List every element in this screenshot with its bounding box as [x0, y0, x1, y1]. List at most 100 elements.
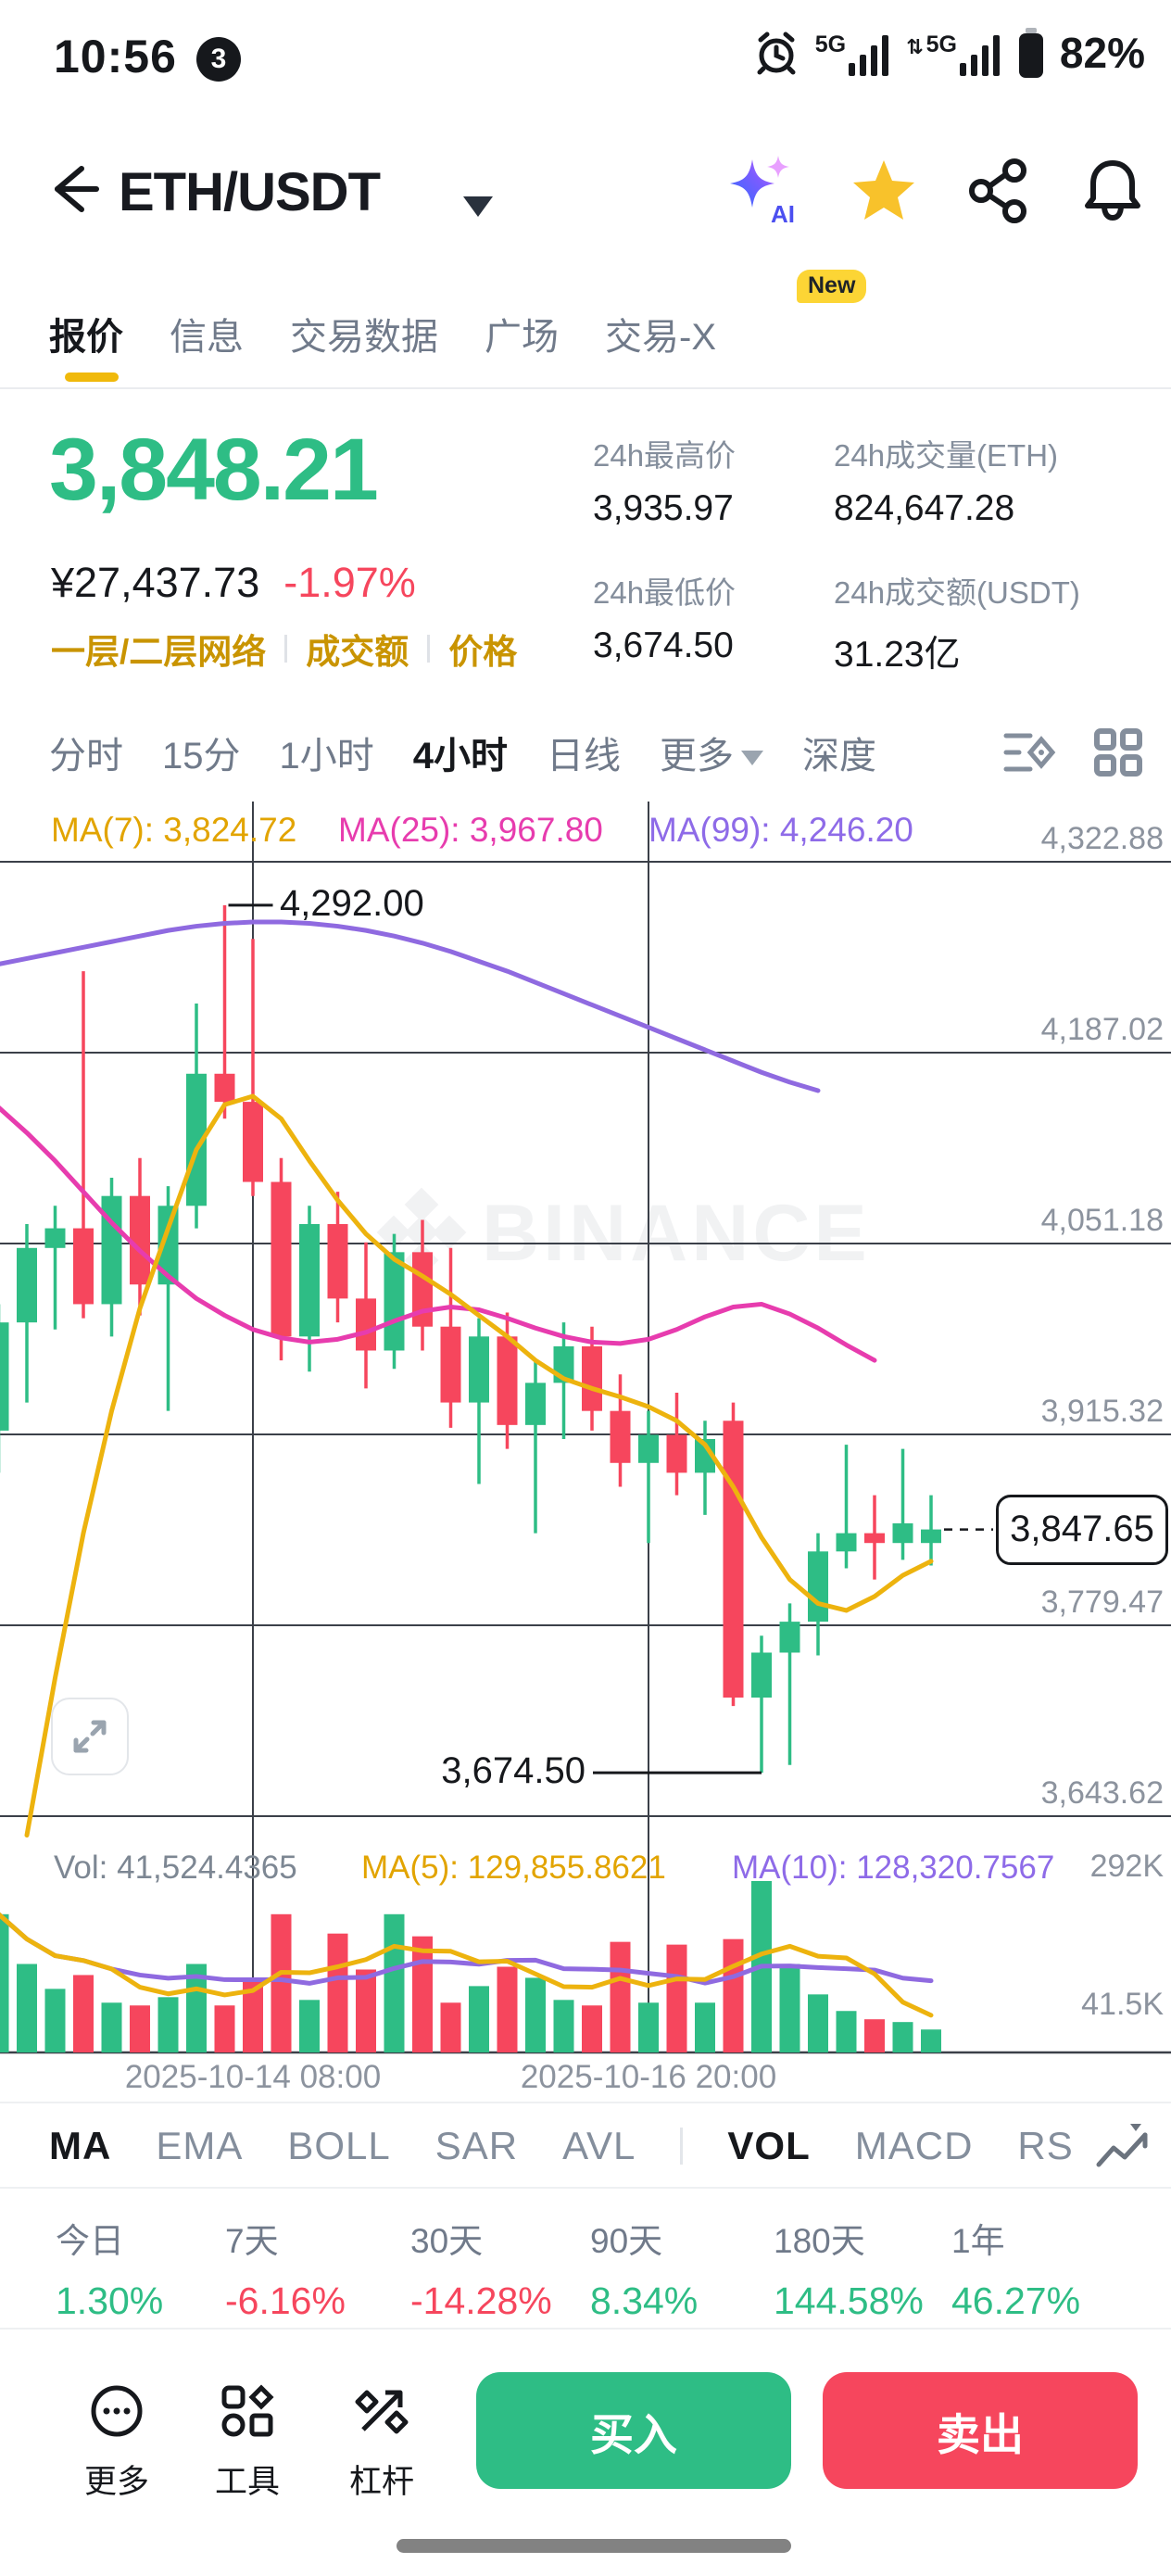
candle-body [214, 1073, 235, 1103]
tag-divider [284, 635, 288, 663]
candle-body [808, 1551, 828, 1623]
alerts-bell-icon[interactable] [1082, 158, 1143, 224]
stat-24h-volume-eth: 24h成交量(ETH) 824,647.28 [834, 438, 1059, 528]
interval-depth[interactable]: 深度 [802, 736, 876, 777]
back-button[interactable] [44, 159, 104, 219]
interval-1d[interactable]: 日线 [547, 736, 621, 777]
tools-button[interactable]: 工具 [192, 2381, 303, 2503]
tools-icon [192, 2381, 303, 2441]
indicator-macd[interactable]: MACD [854, 2124, 974, 2167]
candle-body [440, 1326, 461, 1403]
volume-bar [356, 1969, 376, 2052]
leverage-button[interactable]: 杠杆 [326, 2381, 437, 2503]
volume-bar [469, 1986, 489, 2052]
volume-bar [779, 1964, 800, 2052]
chevron-down-icon [741, 751, 763, 766]
tab-square[interactable]: 广场 [485, 317, 559, 358]
favorite-star-icon[interactable] [850, 158, 917, 223]
perf-7d: 7天 -6.16% [225, 2222, 346, 2322]
more-ellipsis-icon [61, 2381, 172, 2441]
signal-icon-secondary: ⇅ 5G [906, 30, 1002, 76]
candle-body [723, 1421, 744, 1698]
svg-text:BINANCE: BINANCE [482, 1189, 871, 1278]
stat-24h-turnover-usdt: 24h成交额(USDT) 31.23亿 [834, 575, 1080, 675]
new-badge: New [797, 270, 867, 303]
indicator-ma[interactable]: MA [49, 2124, 112, 2167]
perf-today: 今日 1.30% [56, 2222, 164, 2322]
volume-bar [271, 1913, 292, 2052]
fullscreen-expand-button[interactable] [51, 1698, 129, 1775]
buy-button[interactable]: 买入 [476, 2372, 791, 2489]
tab-info[interactable]: 信息 [170, 317, 244, 358]
volume-bar [808, 1994, 828, 2052]
tag-divider [427, 635, 431, 663]
interval-1h[interactable]: 1小时 [279, 736, 374, 777]
tab-trading-data[interactable]: 交易数据 [290, 317, 438, 358]
sell-button[interactable]: 卖出 [823, 2372, 1138, 2489]
tab-quote[interactable]: 报价 [49, 317, 123, 358]
more-button[interactable]: 更多 [61, 2381, 172, 2503]
volume-bar [582, 2005, 602, 2052]
indicator-avl[interactable]: AVL [562, 2124, 636, 2167]
price-axis-label: 4,051.18 [1040, 1202, 1164, 1238]
vol-ma5-line [0, 1912, 934, 2018]
volume-axis-label: 292K [1089, 1848, 1164, 1884]
candle-body [921, 1529, 941, 1544]
volume-bar [440, 2002, 461, 2052]
volume-bar [243, 1980, 263, 2052]
indicator-ema[interactable]: EMA [156, 2124, 244, 2167]
interval-4h[interactable]: 4小时 [412, 736, 508, 777]
volume-bar [327, 1933, 348, 2052]
tag-volume[interactable]: 成交额 [306, 633, 409, 671]
low-annotation: 3,674.50 [441, 1750, 586, 1792]
candle-body [186, 1073, 207, 1206]
indicator-vol[interactable]: VOL [727, 2124, 811, 2167]
leverage-percent-arrow-icon [326, 2381, 437, 2441]
indicator-sar[interactable]: SAR [434, 2124, 519, 2167]
stat-24h-high: 24h最高价 3,935.97 [593, 438, 737, 528]
tag-layer-network[interactable]: 一层/二层网络 [51, 633, 267, 671]
pair-title[interactable]: ETH/USDT [119, 162, 381, 222]
indicator-chart-settings-icon[interactable] [1086, 2120, 1151, 2176]
primary-tab-bar: 报价 信息 交易数据 广场 交易-X New [0, 270, 1171, 389]
interval-more-dropdown[interactable]: 更多 [660, 726, 763, 779]
volume-bar [836, 2011, 857, 2052]
price-axis-label: 4,187.02 [1040, 1012, 1164, 1047]
candle-body [582, 1345, 602, 1411]
perf-30d: 30天 -14.28% [410, 2222, 552, 2322]
chart-area: BINANCE MA(7): 3,824.72 MA(25): 3,967.80… [0, 797, 1171, 2103]
candle-body [695, 1439, 715, 1473]
tab-trade-x[interactable]: 交易-X [605, 317, 716, 358]
interval-15m[interactable]: 15分 [162, 736, 241, 777]
volume-bar [666, 1944, 687, 2052]
volume-bar [17, 1964, 37, 2052]
volume-bar [723, 1938, 744, 2052]
volume-bar [186, 1964, 207, 2052]
candlestick-chart[interactable]: BINANCE [0, 797, 1171, 2103]
vol-ma10-line [0, 1912, 934, 1986]
volume-bar [130, 2005, 150, 2052]
volume-bar [864, 2019, 885, 2052]
time-axis-label: 2025-10-14 08:00 [124, 2059, 382, 2095]
price-axis-label: 3,779.47 [1040, 1584, 1164, 1620]
tag-price[interactable]: 价格 [448, 633, 518, 671]
clock-time: 10:56 [54, 31, 177, 82]
price-axis-label: 3,915.32 [1040, 1393, 1164, 1429]
grid-layout-icon[interactable] [1093, 727, 1143, 777]
indicator-rsi[interactable]: RS [1017, 2124, 1074, 2167]
last-price: 3,848.21 [49, 421, 379, 519]
candle-body [356, 1298, 376, 1351]
footer-bar: 更多 工具 杠杆 买入 卖出 [0, 2331, 1171, 2576]
volume-bar [44, 1989, 66, 2052]
ma25-line [0, 1105, 877, 1363]
share-icon[interactable] [969, 158, 1030, 223]
ai-assistant-icon[interactable]: AI [724, 152, 799, 230]
interval-bar: 分时 15分 1小时 4小时 日线 更多 深度 [0, 709, 1171, 797]
interval-time[interactable]: 分时 [49, 736, 123, 777]
candle-body [864, 1533, 885, 1544]
indicator-boll[interactable]: BOLL [287, 2124, 391, 2167]
pair-dropdown-caret[interactable] [463, 196, 493, 217]
indicator-settings-icon[interactable] [1002, 728, 1056, 777]
home-indicator[interactable] [397, 2539, 791, 2553]
high-annotation: 4,292.00 [280, 882, 424, 924]
